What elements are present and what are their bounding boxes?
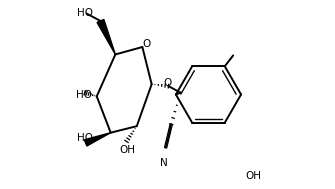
Text: OH: OH	[245, 170, 261, 180]
Text: OH: OH	[120, 145, 135, 155]
Polygon shape	[97, 19, 115, 54]
Polygon shape	[84, 133, 111, 146]
Text: HO: HO	[77, 133, 92, 143]
Text: O: O	[142, 39, 151, 49]
Text: HO: HO	[76, 90, 92, 99]
Text: N: N	[160, 158, 168, 168]
Text: O: O	[163, 78, 172, 88]
Text: HO: HO	[77, 9, 92, 19]
